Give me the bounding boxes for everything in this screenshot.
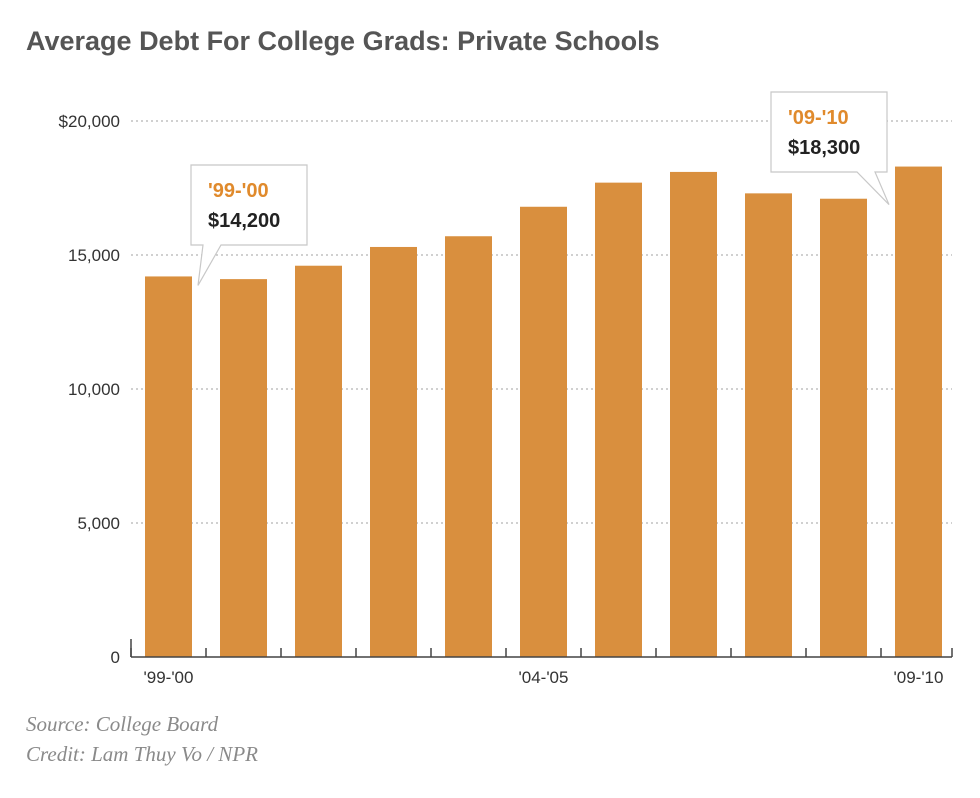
y-tick-label: 10,000 — [68, 380, 120, 399]
callout-value-label: $14,200 — [208, 210, 280, 232]
bar — [895, 166, 942, 657]
callout-value-label: $18,300 — [788, 137, 860, 159]
bar — [520, 206, 567, 657]
callout-box — [190, 164, 308, 286]
bar-chart: 0 5,000 10,000 15,000 $20,000 '99-'00 '04-'05 '… — [59, 91, 953, 687]
bar — [445, 236, 492, 658]
callout-period-label: '09-'10 — [788, 107, 849, 129]
x-tick-label: '09-'10 — [894, 668, 944, 687]
bar — [595, 182, 642, 657]
y-tick-label: $20,000 — [59, 112, 120, 131]
chart-title: Average Debt For College Grads: Private … — [26, 26, 660, 56]
bar — [745, 193, 792, 658]
bar — [820, 198, 867, 657]
bar — [370, 246, 417, 657]
callout-box — [770, 91, 890, 205]
bar — [670, 171, 717, 658]
y-tick-label: 5,000 — [77, 514, 120, 533]
y-tick-label: 0 — [111, 648, 120, 667]
source-note: Source: College Board — [26, 712, 219, 736]
x-tick-label: '04-'05 — [519, 668, 569, 687]
bar — [295, 265, 342, 657]
bar — [220, 279, 267, 657]
x-tick-label: '99-'00 — [144, 668, 194, 687]
bar — [145, 276, 192, 657]
callout-period-label: '99-'00 — [208, 180, 269, 202]
y-tick-label: 15,000 — [68, 246, 120, 265]
credit-note: Credit: Lam Thuy Vo / NPR — [26, 742, 258, 766]
